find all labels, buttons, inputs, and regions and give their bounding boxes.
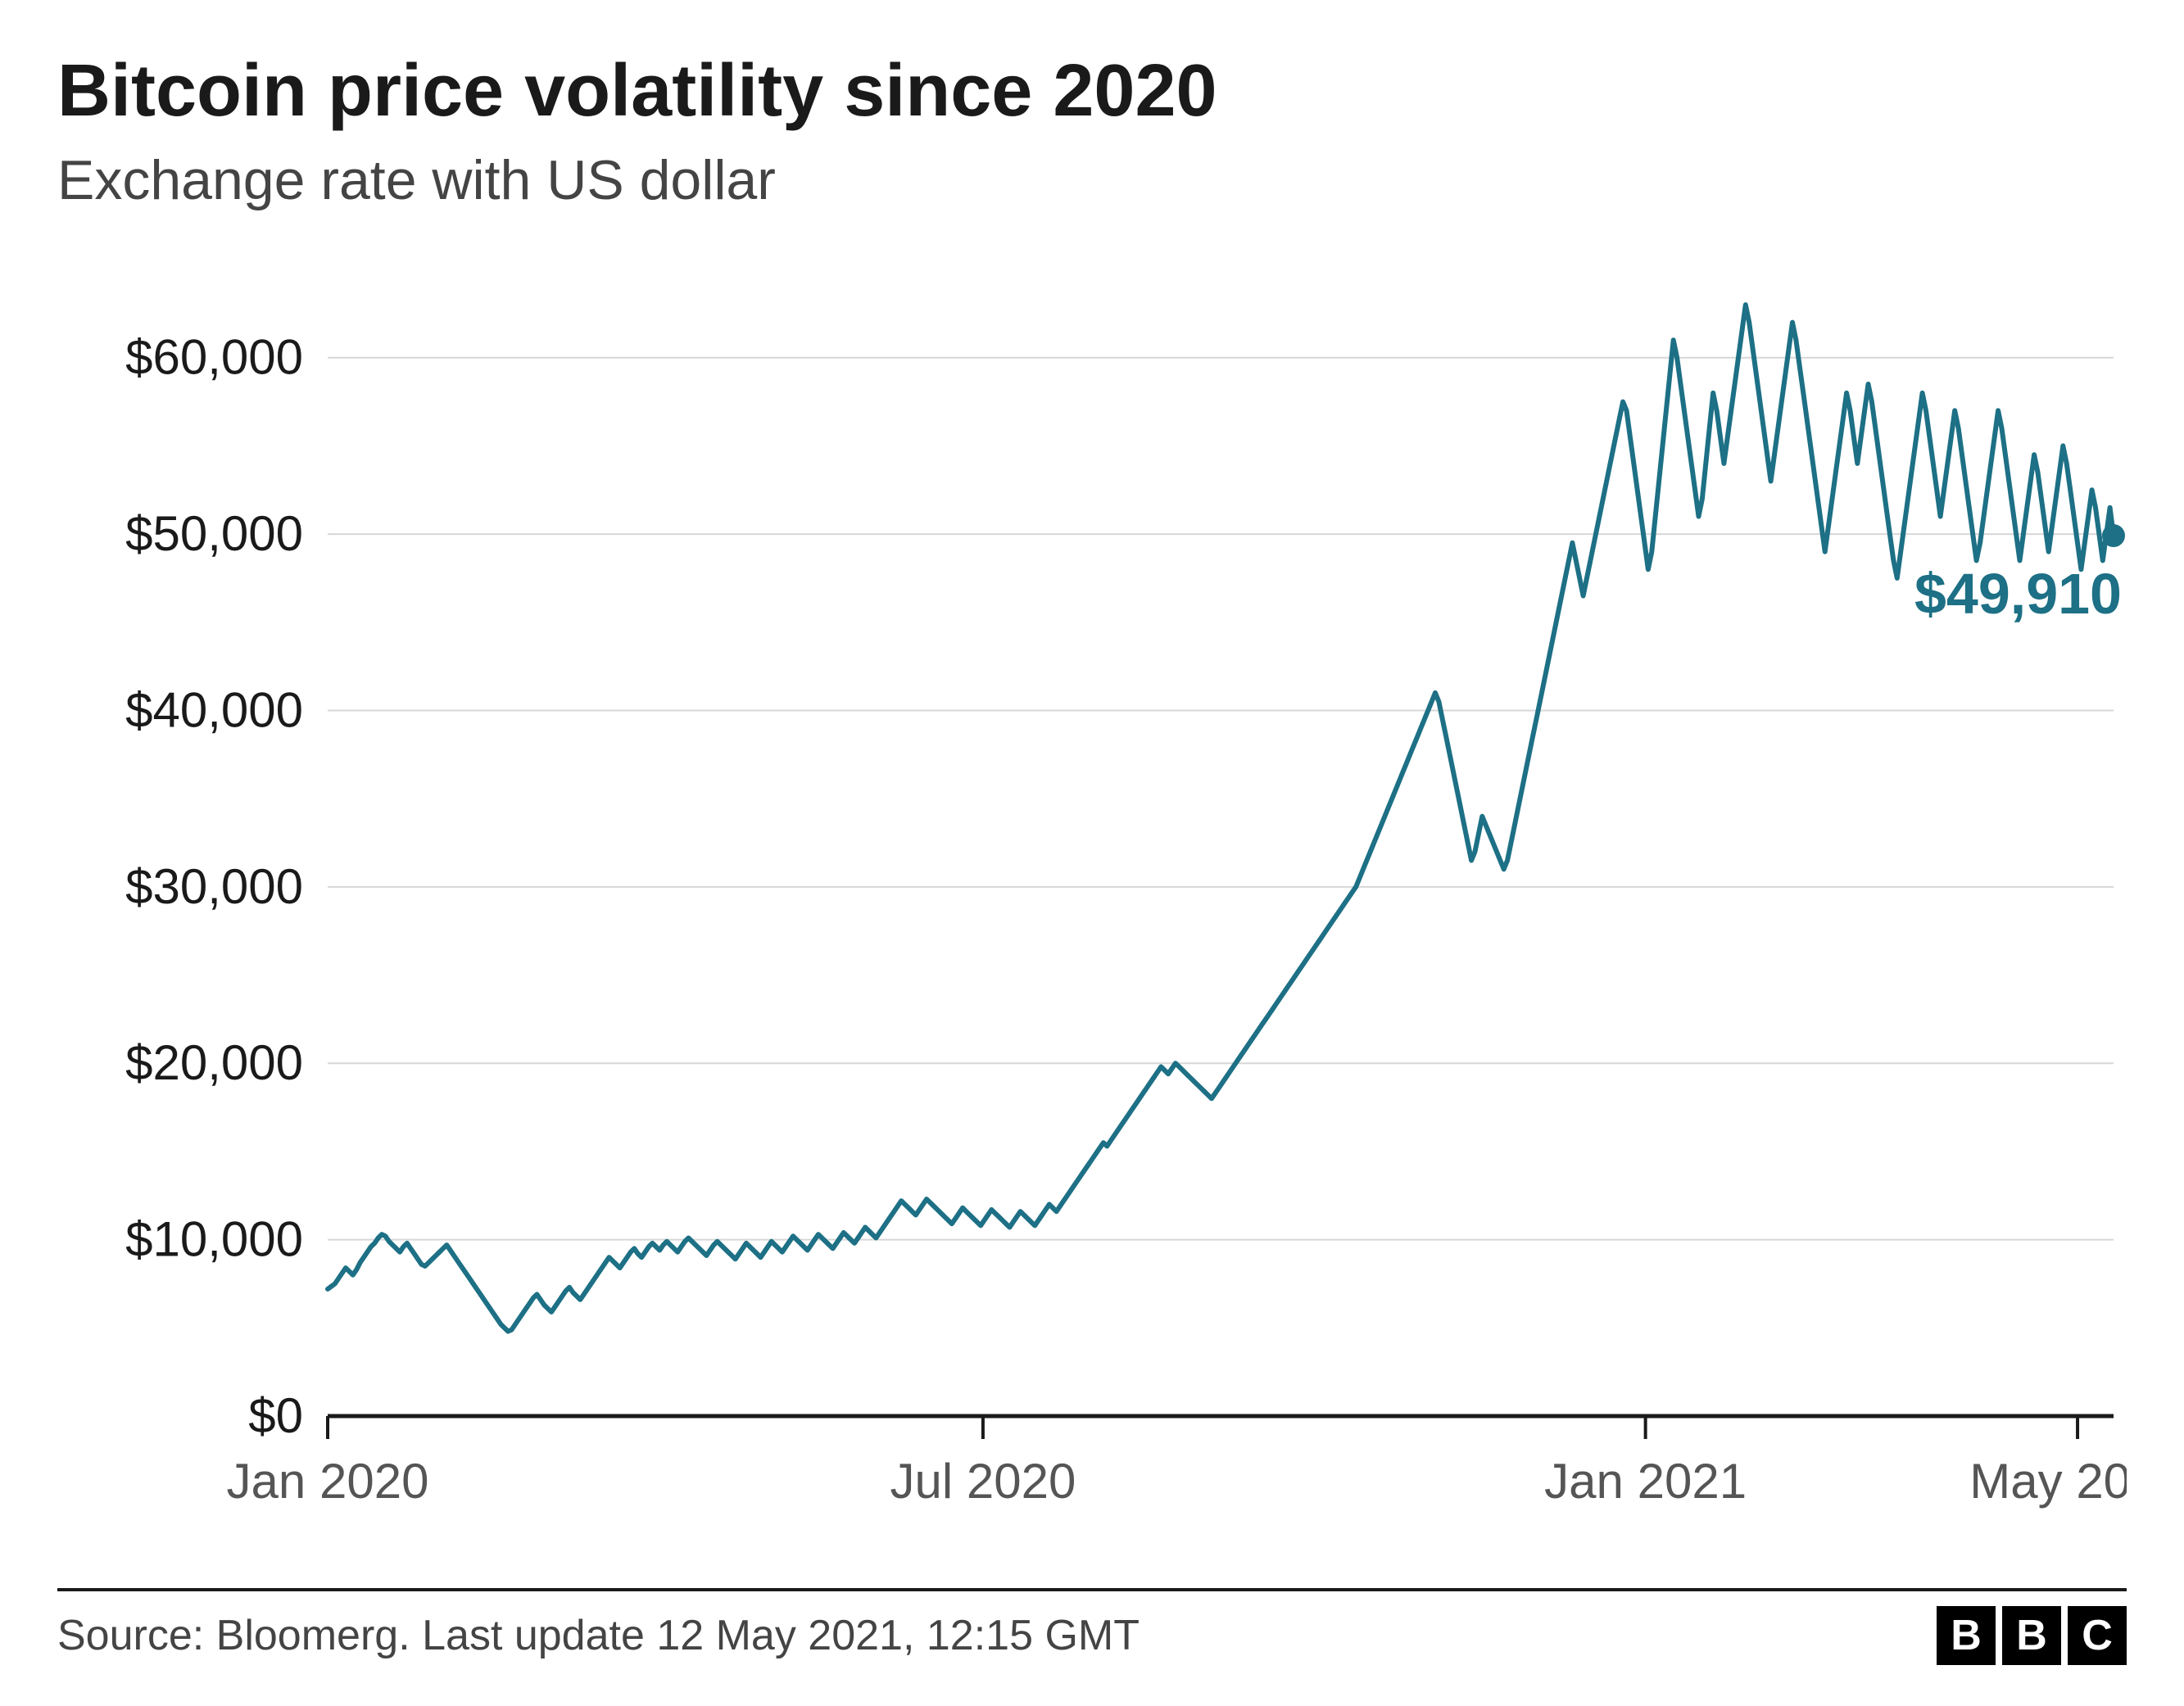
chart-title: Bitcoin price volatility since 2020 (57, 49, 2127, 133)
bbc-logo-letter: B (2002, 1606, 2061, 1665)
y-tick-label: $60,000 (125, 330, 303, 385)
x-tick-label: May 2021 (1969, 1454, 2127, 1509)
y-tick-label: $30,000 (125, 859, 303, 914)
end-point-label: $49,910 (1914, 562, 2122, 626)
x-tick-label: Jul 2020 (890, 1454, 1076, 1509)
end-point-dot (2102, 524, 2125, 547)
chart-footer: Source: Bloomerg. Last update 12 May 202… (57, 1588, 2127, 1665)
x-tick-label: Jan 2020 (227, 1454, 429, 1509)
y-tick-label: $20,000 (125, 1035, 303, 1090)
y-tick-label: $10,000 (125, 1212, 303, 1267)
chart-svg: $0 $10,000 $20,000 $30,000 $40,000 $50,000 $60… (57, 253, 2127, 1531)
y-tick-label: $50,000 (125, 506, 303, 561)
source-text: Source: Bloomerg. Last update 12 May 202… (57, 1611, 1140, 1660)
chart-subtitle: Exchange rate with US dollar (57, 148, 2127, 212)
x-tick-label: Jan 2021 (1544, 1454, 1747, 1509)
bbc-logo-letter: C (2068, 1606, 2127, 1665)
price-line (328, 305, 2114, 1332)
chart-area: $0 $10,000 $20,000 $30,000 $40,000 $50,000 $60… (57, 253, 2127, 1531)
y-tick-label: $0 (248, 1388, 303, 1443)
y-tick-label: $40,000 (125, 682, 303, 737)
bbc-logo-letter: B (1937, 1606, 1996, 1665)
bbc-logo: B B C (1937, 1606, 2127, 1665)
